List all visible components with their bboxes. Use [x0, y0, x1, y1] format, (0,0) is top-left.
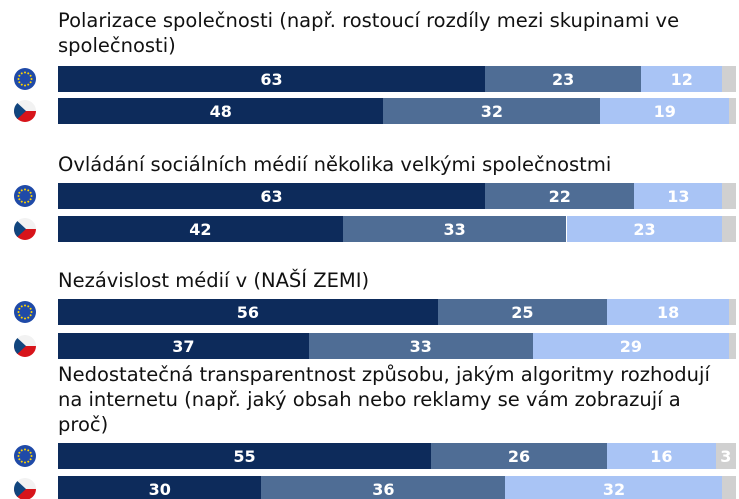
value-label: 19	[653, 101, 676, 121]
eu-flag	[14, 301, 36, 323]
value-label: 36	[372, 479, 395, 499]
value-label: 3	[720, 446, 732, 466]
bar-segment: 48	[58, 98, 384, 124]
bar-segment: 13	[634, 183, 723, 209]
value-label: 26	[507, 446, 531, 466]
bar-segment: 22	[485, 183, 635, 209]
bar-segment: 25	[437, 299, 608, 325]
value-label: 22	[548, 186, 571, 206]
value-label: 32	[602, 479, 626, 499]
bar-segment: 19	[600, 98, 730, 124]
bar-segment: 42	[58, 216, 343, 242]
bar-segment: 23	[485, 66, 642, 92]
cz-flag	[14, 478, 36, 499]
cz-flag	[14, 335, 36, 357]
value-label: 32	[480, 101, 504, 121]
bar-segment: 37	[58, 333, 309, 359]
cz-flag	[14, 218, 36, 240]
value-label: 16	[650, 446, 673, 466]
eu-flag	[14, 68, 36, 90]
bar-segment	[722, 476, 736, 499]
bar-segment: 56	[58, 299, 438, 325]
value-label: 48	[209, 101, 232, 121]
bar-segment	[729, 98, 736, 124]
bar-segment: 63	[58, 66, 486, 92]
value-label: 23	[551, 69, 575, 89]
bar-segment: 55	[58, 443, 431, 469]
bar-segment: 32	[383, 98, 601, 124]
value-label: 37	[172, 336, 195, 356]
bar-segment: 32	[505, 476, 723, 499]
value-label: 33	[443, 219, 466, 239]
value-label: 18	[657, 302, 680, 322]
bar-segment	[722, 216, 736, 242]
bar-segment: 18	[607, 299, 730, 325]
bar-segment	[722, 183, 736, 209]
bar-segment: 33	[308, 333, 533, 359]
cz-flag	[14, 100, 36, 122]
bar-segment: 30	[58, 476, 262, 499]
value-label: 63	[260, 186, 283, 206]
eu-flag	[14, 185, 36, 207]
bar-segment: 23	[566, 216, 723, 242]
value-label: 42	[189, 219, 212, 239]
bar-segment	[729, 299, 736, 325]
bar-segment: 29	[532, 333, 730, 359]
bar-segment: 16	[607, 443, 716, 469]
group-title: Ovládání sociálních médií několika velký…	[58, 153, 612, 176]
bar-segment: 36	[261, 476, 506, 499]
bar-segment: 33	[342, 216, 567, 242]
eu-flag	[14, 445, 36, 467]
value-label: 13	[667, 186, 690, 206]
bar-segment	[729, 333, 736, 359]
value-label: 63	[260, 69, 283, 89]
bar-segment: 3	[715, 443, 736, 469]
value-label: 55	[233, 446, 256, 466]
group-title: Polarizace společnosti (např. rostoucí r…	[58, 9, 680, 57]
bar-segment: 26	[430, 443, 608, 469]
value-label: 33	[409, 336, 432, 356]
bar-segment: 12	[641, 66, 723, 92]
group-title: Nedostatečná transparentnost způsobu, ja…	[58, 363, 710, 436]
value-label: 30	[148, 479, 171, 499]
value-label: 56	[236, 302, 259, 322]
value-label: 29	[619, 336, 643, 356]
value-label: 25	[511, 302, 534, 322]
bar-segment: 63	[58, 183, 486, 209]
bar-segment	[722, 66, 736, 92]
value-label: 12	[670, 69, 693, 89]
group-title: Nezávislost médií v (NAŠÍ ZEMI)	[58, 269, 370, 292]
value-label: 23	[633, 219, 656, 239]
